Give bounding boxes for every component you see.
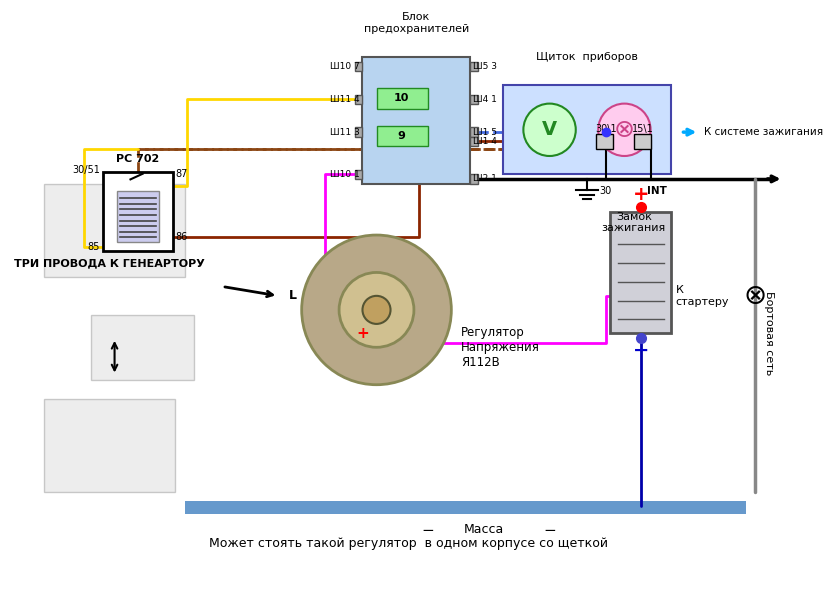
Text: Ш4 1: Ш4 1	[473, 95, 497, 104]
Text: 87: 87	[176, 169, 189, 179]
Text: +: +	[356, 326, 369, 341]
Text: 30/51: 30/51	[72, 165, 100, 175]
Text: 9: 9	[398, 131, 406, 141]
Circle shape	[339, 272, 414, 347]
Text: Ш2 1: Ш2 1	[473, 174, 497, 183]
Circle shape	[524, 104, 576, 156]
Text: Может стоять такой регулятор  в одном корпусе со щеткой: Может стоять такой регулятор в одном кор…	[209, 537, 608, 550]
Circle shape	[598, 104, 650, 156]
Bar	[184, 501, 746, 514]
Bar	[355, 170, 363, 179]
Text: ⊗: ⊗	[614, 118, 635, 142]
Bar	[634, 134, 650, 149]
Text: −: −	[543, 523, 556, 538]
Text: ⊗: ⊗	[744, 282, 767, 310]
Bar	[470, 95, 478, 104]
Bar	[470, 127, 478, 137]
Text: 30: 30	[599, 186, 612, 196]
Bar	[91, 315, 194, 380]
Text: 30\1: 30\1	[595, 124, 617, 134]
Bar	[44, 399, 175, 493]
Text: РС 702: РС 702	[116, 155, 159, 164]
Bar	[610, 212, 671, 333]
Text: Ш10 7: Ш10 7	[330, 62, 360, 71]
Bar	[363, 57, 470, 184]
Text: L: L	[289, 290, 297, 302]
Circle shape	[363, 296, 391, 324]
Text: Блок
предохранителей: Блок предохранителей	[364, 13, 469, 34]
Text: Регулятор
Напряжения
Я112В: Регулятор Напряжения Я112В	[461, 326, 540, 369]
Bar	[597, 134, 613, 149]
Text: Ш5 3: Ш5 3	[473, 62, 497, 71]
Bar	[355, 127, 363, 137]
Text: Бортовая сеть: Бортовая сеть	[764, 291, 774, 376]
Bar	[376, 88, 428, 109]
Bar	[355, 62, 363, 71]
Text: Ш1 4: Ш1 4	[473, 137, 497, 146]
Bar	[44, 184, 184, 277]
Bar	[503, 85, 671, 174]
Text: V: V	[542, 121, 557, 139]
Bar	[470, 62, 478, 71]
Bar	[103, 172, 173, 251]
Text: К системе зажигания: К системе зажигания	[704, 127, 823, 137]
Text: 86: 86	[176, 232, 188, 242]
Text: 15\1: 15\1	[632, 124, 654, 134]
Bar	[470, 137, 478, 146]
Bar	[355, 95, 363, 104]
Text: Масса: Масса	[464, 523, 504, 536]
Text: +: +	[633, 185, 649, 204]
Bar	[376, 125, 428, 146]
Text: −: −	[633, 341, 649, 360]
Text: Ш10 1: Ш10 1	[330, 170, 360, 179]
Text: Замок
зажигания: Замок зажигания	[602, 212, 666, 233]
Text: −: −	[422, 523, 434, 538]
Text: INT: INT	[647, 186, 667, 196]
Text: Щиток  приборов: Щиток приборов	[536, 52, 638, 62]
Text: 85: 85	[88, 242, 100, 252]
Text: К
стартеру: К стартеру	[676, 285, 729, 307]
Circle shape	[302, 235, 452, 384]
Text: Ш11 3: Ш11 3	[330, 128, 360, 137]
Text: Ш1 5: Ш1 5	[473, 128, 497, 137]
Text: 10: 10	[394, 94, 410, 103]
Bar	[117, 190, 159, 242]
Text: Ш11 4: Ш11 4	[330, 95, 360, 104]
Text: ТРИ ПРОВОДА К ГЕНЕАРТОРУ: ТРИ ПРОВОДА К ГЕНЕАРТОРУ	[14, 258, 205, 268]
Bar	[470, 174, 478, 184]
